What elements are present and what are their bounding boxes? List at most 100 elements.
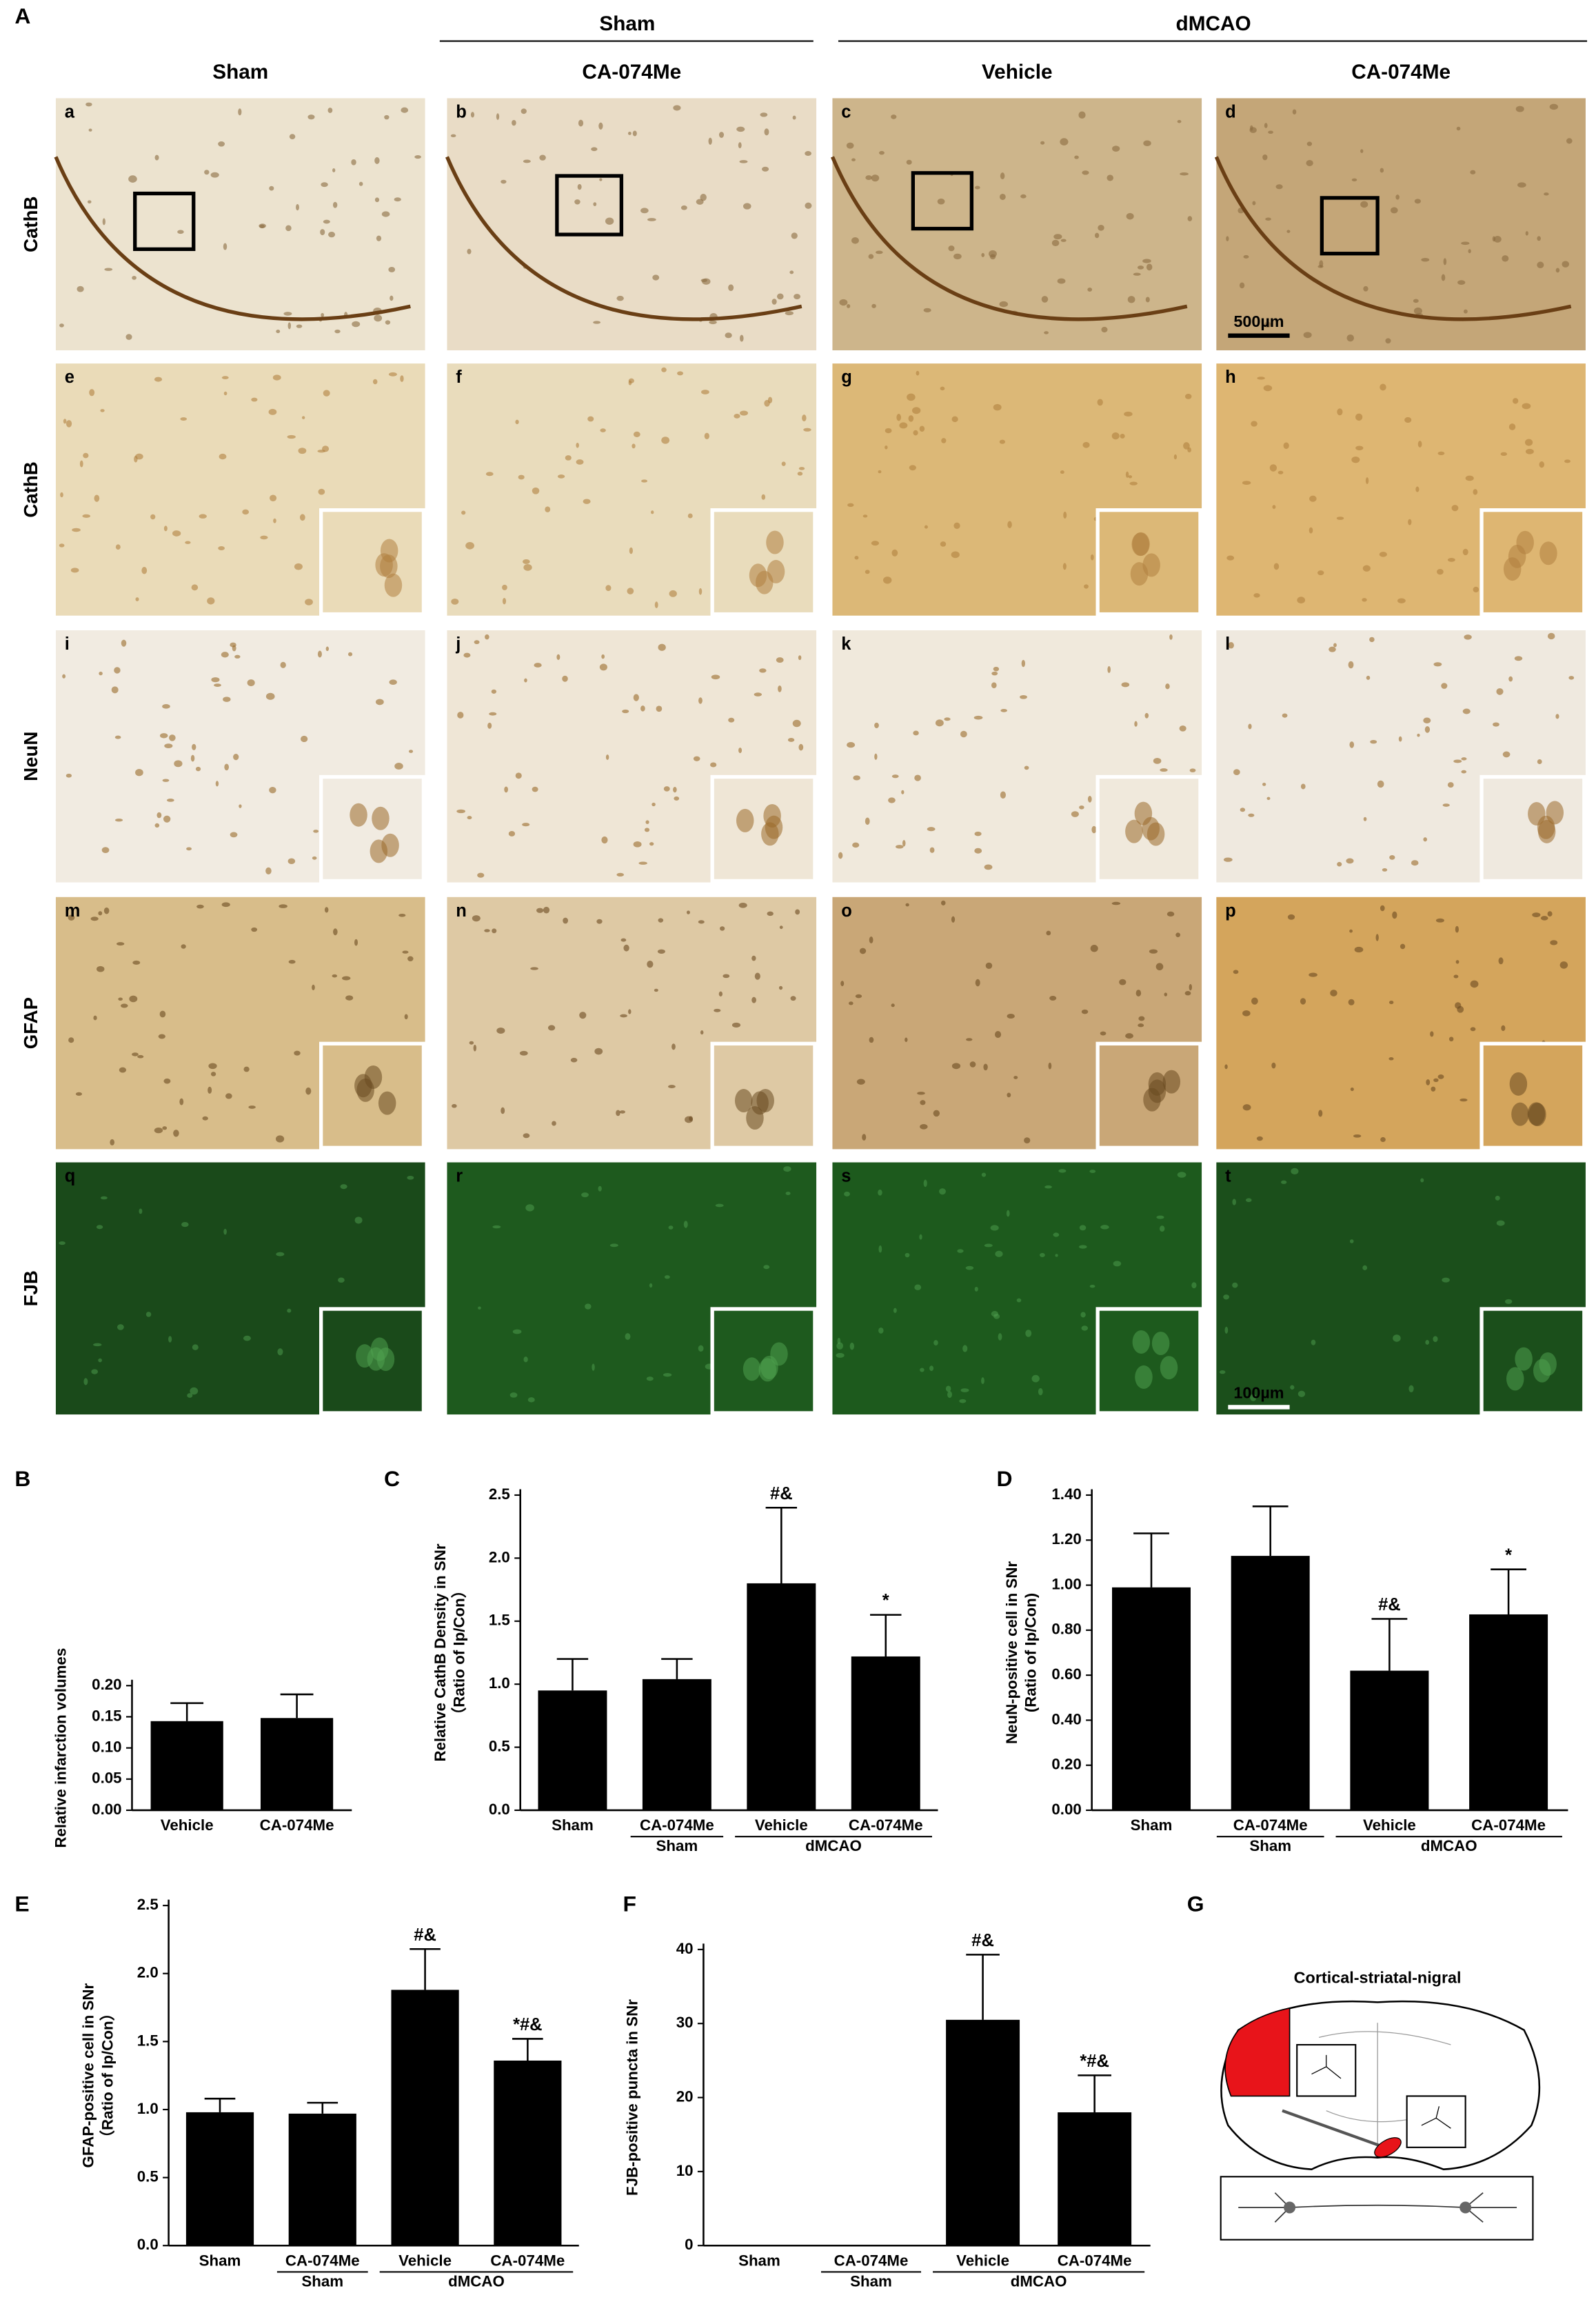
texture (519, 1050, 528, 1056)
texture (673, 105, 681, 111)
texture (1007, 1014, 1015, 1019)
texture (484, 929, 490, 932)
texture (940, 900, 946, 905)
texture (400, 375, 404, 382)
texture (656, 705, 663, 712)
panel-label: A (14, 3, 30, 28)
texture (1423, 717, 1431, 723)
texture (1512, 398, 1519, 404)
texture (376, 235, 382, 241)
texture (598, 1185, 602, 1192)
texture (924, 525, 928, 529)
texture (1273, 563, 1280, 570)
texture (207, 597, 215, 605)
error-bar (556, 1658, 589, 1691)
texture (1435, 918, 1444, 923)
texture (1224, 1064, 1228, 1070)
texture (158, 1034, 165, 1039)
texture (1228, 642, 1234, 649)
texture (285, 225, 292, 232)
texture (1502, 751, 1511, 758)
inset-cell (734, 1089, 753, 1113)
inset-cell (1511, 1102, 1529, 1126)
texture (1165, 683, 1170, 690)
texture (407, 1175, 414, 1180)
texture (853, 775, 860, 781)
texture (794, 294, 801, 300)
texture (855, 994, 862, 999)
y-axis-label: (Ratio of Ip/Con) (1022, 1593, 1039, 1712)
texture (792, 115, 796, 120)
texture (654, 988, 658, 992)
y-tick-label: 0.5 (489, 1737, 510, 1754)
inset-cell (1539, 541, 1557, 565)
texture (991, 682, 997, 688)
texture (504, 786, 508, 793)
texture (966, 1038, 973, 1041)
texture (710, 762, 717, 768)
texture (163, 1078, 171, 1084)
texture (686, 910, 690, 914)
texture (1044, 1185, 1052, 1189)
texture (1040, 141, 1045, 145)
texture (899, 422, 908, 429)
texture (1398, 736, 1402, 742)
texture (1053, 234, 1062, 240)
texture (390, 295, 394, 301)
panel-letter: m (65, 901, 81, 921)
texture (139, 1208, 143, 1214)
texture (583, 499, 591, 504)
texture (1071, 811, 1079, 817)
x-tick-label: Sham (1131, 1816, 1173, 1834)
texture (846, 142, 854, 149)
texture (878, 470, 882, 474)
texture (700, 193, 707, 201)
texture (1430, 1031, 1434, 1037)
texture (1144, 712, 1149, 719)
texture (658, 918, 664, 923)
inset-cell (736, 808, 754, 832)
bar-chart: E GFAP-positive cell in SNr （Ratio of Ip/C… (14, 1892, 579, 2290)
texture (933, 1340, 938, 1346)
texture (1080, 1312, 1086, 1318)
x-tick-label: CA-074Me (1233, 1816, 1308, 1834)
texture (973, 715, 983, 720)
texture (851, 158, 856, 161)
texture (1525, 231, 1528, 236)
texture (1120, 433, 1125, 439)
texture (1079, 1225, 1087, 1231)
texture (1007, 521, 1012, 528)
texture (919, 425, 925, 432)
texture (663, 1372, 672, 1377)
texture (779, 925, 783, 930)
texture (951, 416, 958, 423)
texture (983, 1063, 988, 1071)
x-tick-label: CA-074Me (260, 1816, 334, 1834)
texture (401, 107, 409, 113)
y-tick-label: 0.40 (1051, 1710, 1081, 1728)
texture (802, 414, 807, 422)
texture (704, 432, 709, 440)
y-tick-label: 0.15 (92, 1707, 121, 1724)
texture (891, 114, 897, 119)
texture (223, 391, 228, 396)
texture (698, 920, 705, 924)
texture (1135, 990, 1142, 997)
panel-letter: n (456, 901, 467, 921)
texture (1039, 1252, 1045, 1258)
texture (332, 201, 338, 208)
texture (1508, 676, 1513, 682)
y-tick-label: 0.0 (137, 2236, 159, 2253)
panel-letter: q (65, 1166, 76, 1185)
texture (718, 132, 725, 138)
texture (1240, 808, 1246, 812)
y-tick-label: 0.0 (489, 1801, 510, 1818)
texture (1306, 159, 1313, 166)
y-axis-label: Relative CathB Density in SNr (432, 1543, 449, 1761)
texture (565, 455, 572, 461)
texture (1100, 1225, 1109, 1230)
texture (305, 599, 313, 605)
texture (298, 448, 307, 454)
texture (181, 944, 186, 949)
